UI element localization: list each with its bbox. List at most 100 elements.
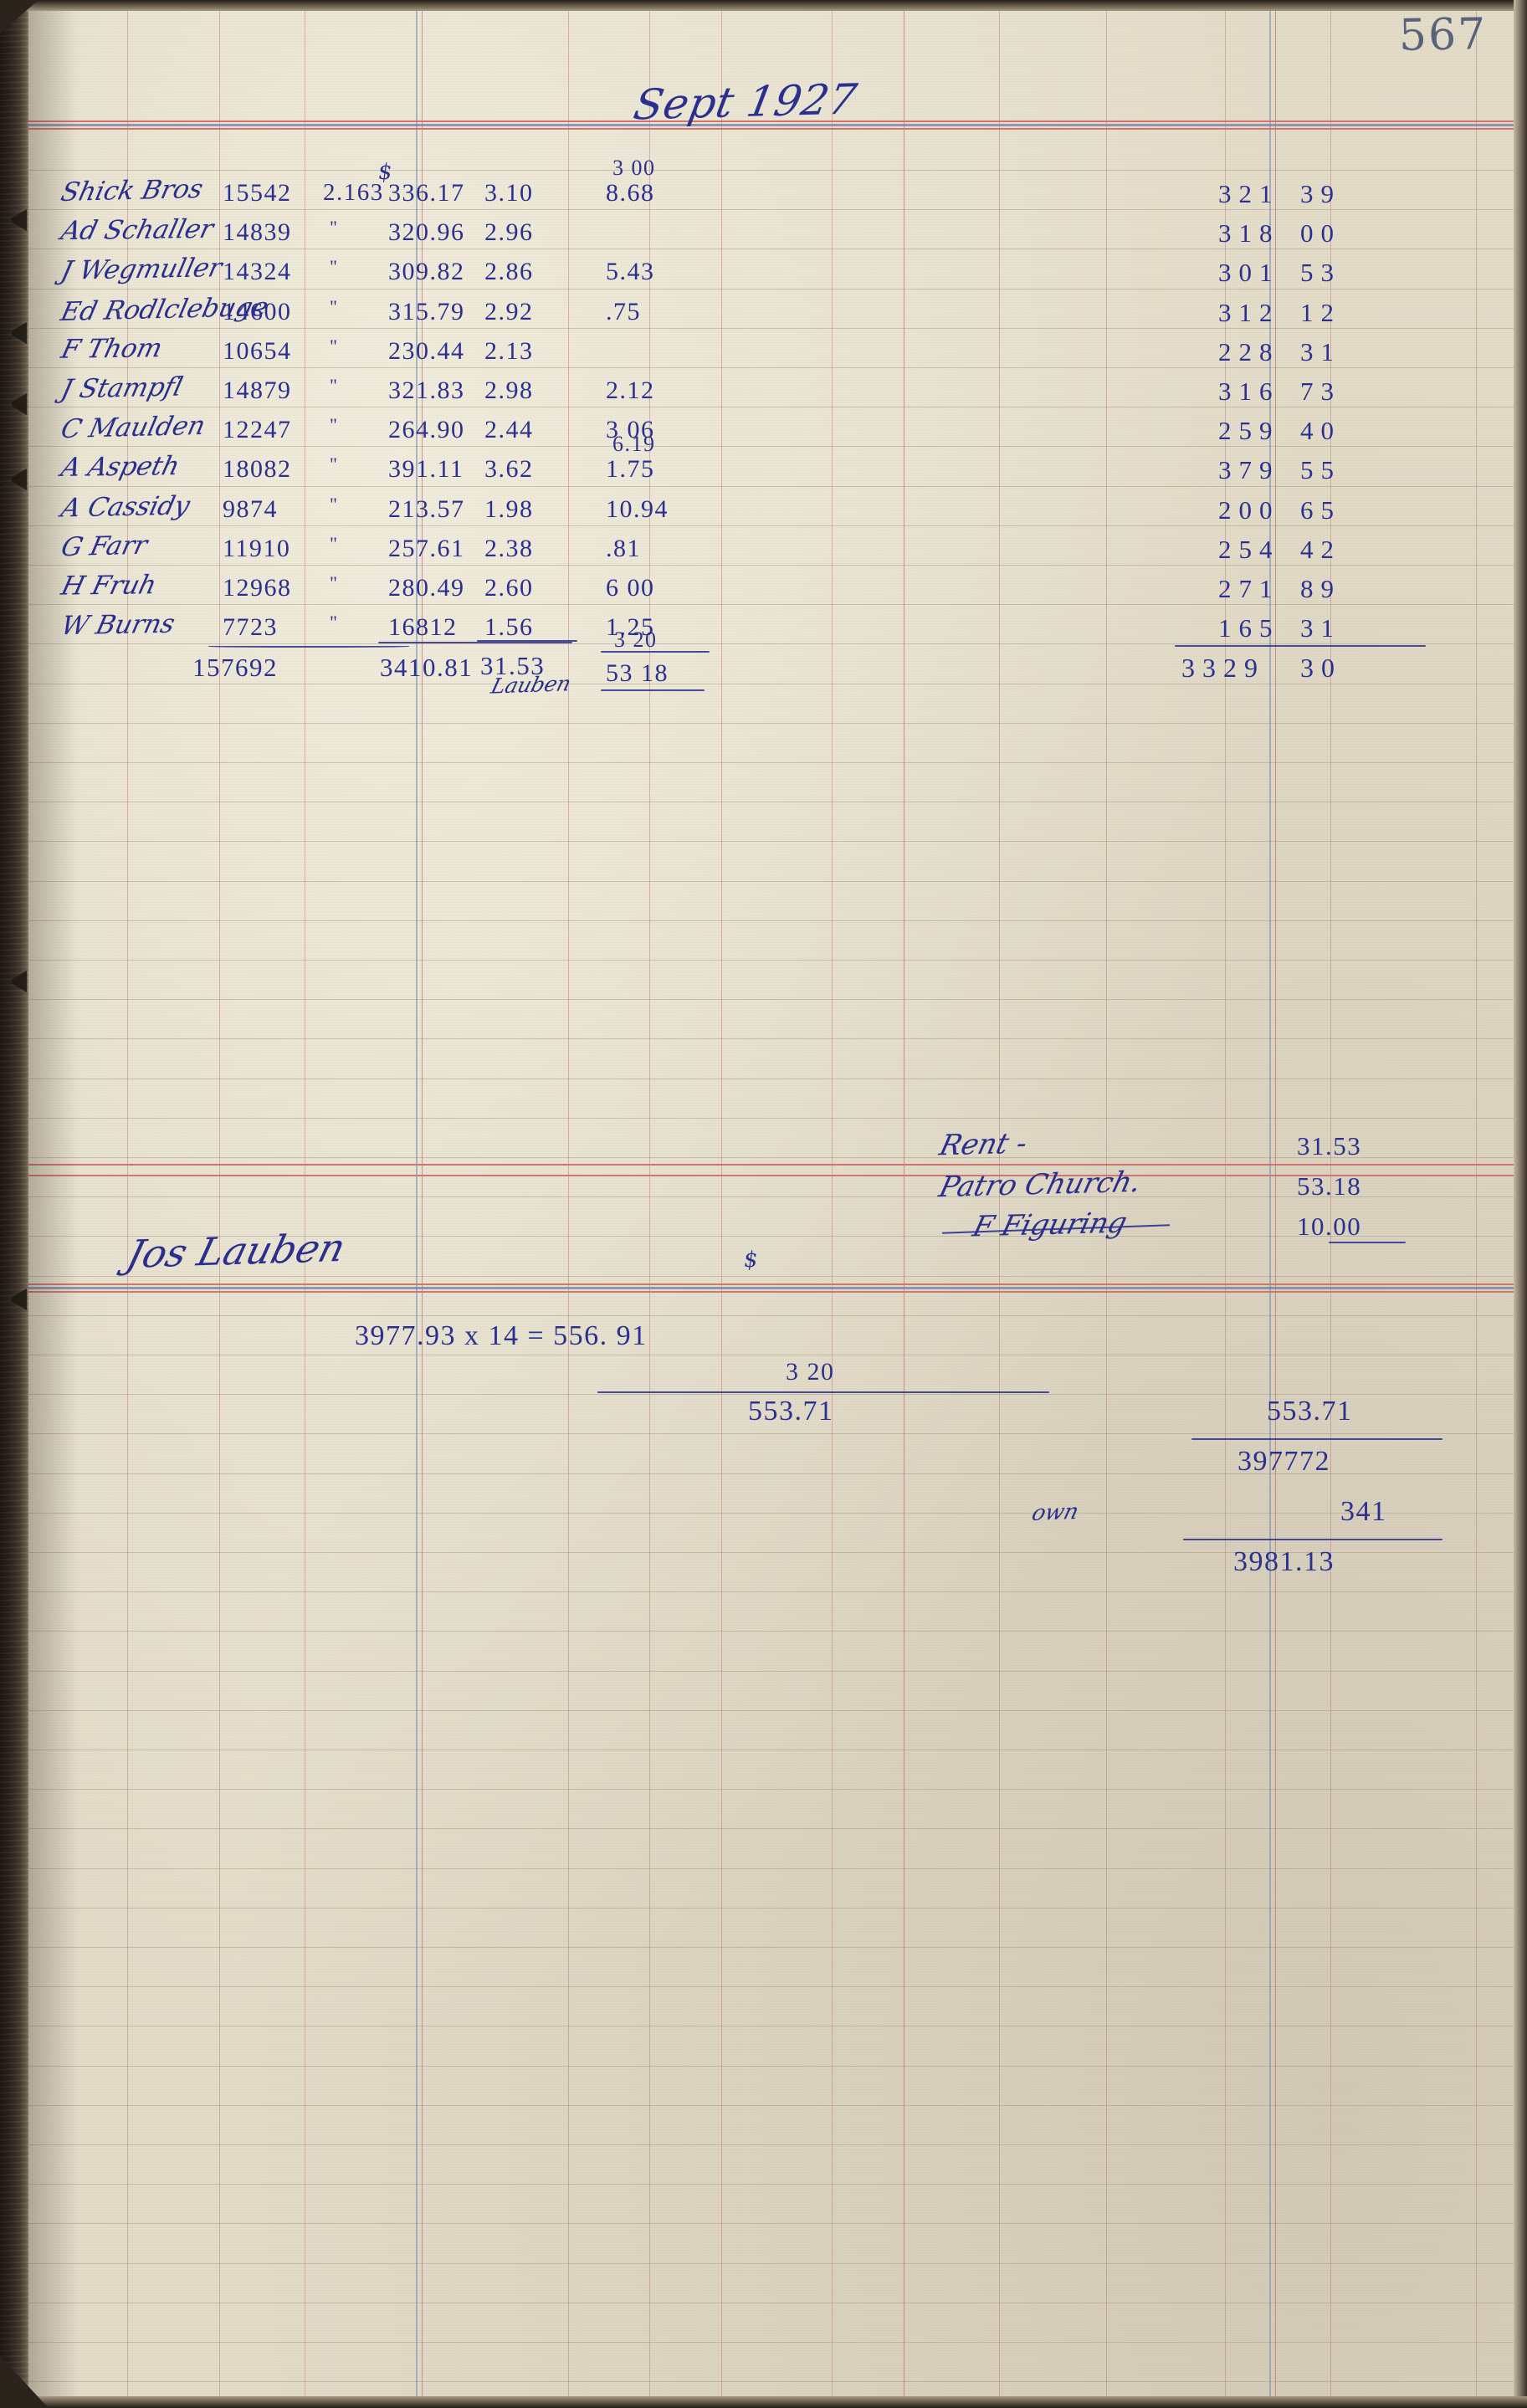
total-deduction: 53 18 xyxy=(606,659,669,688)
net-cents-value: 00 xyxy=(1300,218,1341,248)
net-dollars-value: 301 xyxy=(1218,258,1280,288)
net-cents-value: 42 xyxy=(1300,534,1341,564)
tax-value: 2.86 xyxy=(484,258,534,286)
hours-value: 12968 xyxy=(223,574,292,602)
net-cents-value: 31 xyxy=(1300,336,1341,366)
gross-sum-underline xyxy=(378,642,572,644)
gross-value: 321.83 xyxy=(388,377,465,404)
gross-value: 264.90 xyxy=(388,416,465,444)
deduction-value: .81 xyxy=(606,534,641,562)
employee-name: A Aspeth xyxy=(58,451,183,484)
rate-ditto: " xyxy=(330,493,337,515)
deduction-upper-value: 3 00 xyxy=(612,156,656,180)
account-right-underline-1 xyxy=(1191,1438,1442,1440)
employee-name: Ad Schaller xyxy=(58,214,217,247)
employee-name: Shick Bros xyxy=(58,173,206,208)
employee-name: J Wegmuller xyxy=(58,253,225,287)
binding-texture xyxy=(0,0,28,2408)
account-right-value: 3981.13 xyxy=(1233,1546,1335,1577)
tax-value: 2.44 xyxy=(484,416,534,444)
employee-name: W Burns xyxy=(58,608,178,642)
tax-value: 2.92 xyxy=(484,297,534,325)
expense-label: Rent - xyxy=(935,1126,1031,1163)
rent-band-rule-bottom xyxy=(28,1175,1514,1176)
deduction-value: 6 00 xyxy=(606,574,655,602)
hours-value: 10654 xyxy=(223,336,292,365)
deduction-value: 1.25 xyxy=(606,613,655,642)
account-right-underline-2 xyxy=(1183,1539,1442,1540)
calculation-result: 553.71 xyxy=(748,1396,834,1427)
hours-value: 14600 xyxy=(223,297,292,325)
hours-value: 14839 xyxy=(223,218,292,247)
net-cents-value: 55 xyxy=(1300,455,1341,485)
total-deduction-underline xyxy=(601,689,705,692)
page-title: Sept 1927 xyxy=(629,74,861,130)
rate-ditto: " xyxy=(330,414,337,436)
page-right-edge xyxy=(1514,0,1527,2408)
net-dollars-value: 254 xyxy=(1218,534,1280,564)
employee-name: F Thom xyxy=(58,333,166,365)
calculation-line: 3977.93 x 14 = 556. 91 xyxy=(355,1320,648,1351)
account-holder-name: Jos Lauben xyxy=(122,1224,351,1278)
tax-value: 3.10 xyxy=(484,179,534,207)
net-cents-value: 89 xyxy=(1300,574,1341,603)
deduction-addend-underline xyxy=(601,651,710,653)
deduction-value: 2.12 xyxy=(606,377,655,404)
rate-ditto: " xyxy=(330,572,337,593)
gross-value: 391.11 xyxy=(388,455,464,484)
tax-value: 1.56 xyxy=(484,613,534,642)
employee-name: C Maulden xyxy=(58,411,208,445)
deduction-upper-value: 6.19 xyxy=(612,432,656,457)
rate-ditto: " xyxy=(330,612,337,633)
hours-value: 11910 xyxy=(223,534,291,562)
dollar-sign-mark-account: $ xyxy=(741,1248,760,1273)
rate-ditto: " xyxy=(330,375,337,396)
tax-value: 2.96 xyxy=(484,218,534,247)
rate-ditto: " xyxy=(330,295,337,317)
rate-ditto: " xyxy=(330,217,337,238)
net-dollars-value: 200 xyxy=(1218,494,1280,525)
net-dollars-value: 379 xyxy=(1218,455,1280,485)
net-cents-value: 65 xyxy=(1300,494,1341,525)
rent-band-rule-top xyxy=(28,1164,1514,1166)
rate-value: 2.163 xyxy=(323,179,384,206)
gross-value: 315.79 xyxy=(388,297,465,325)
hours-value: 15542 xyxy=(223,179,292,207)
tax-value: 2.13 xyxy=(484,336,534,365)
net-dollars-value: 312 xyxy=(1218,297,1280,327)
net-dollars-value: 259 xyxy=(1218,416,1280,446)
rate-ditto: " xyxy=(330,453,337,475)
tax-value: 2.38 xyxy=(484,534,534,562)
employee-name: A Cassidy xyxy=(58,490,193,524)
rate-ditto: " xyxy=(330,335,337,356)
total-tax: 31.53 xyxy=(480,651,546,681)
expense-amount: 53.18 xyxy=(1297,1171,1362,1201)
employee-name: H Fruh xyxy=(58,570,160,602)
tax-sum-underline xyxy=(477,640,577,643)
net-dollars-value: 165 xyxy=(1218,613,1280,643)
tax-value: 3.62 xyxy=(484,455,534,484)
gross-value: 309.82 xyxy=(388,258,465,286)
tax-value: 2.60 xyxy=(484,574,534,602)
deduction-value: 1.75 xyxy=(606,455,655,484)
account-right-value: 341 xyxy=(1340,1496,1387,1527)
hours-sum-underline xyxy=(208,645,409,648)
expense-label: F Figuring xyxy=(969,1206,1130,1244)
total-gross: 3410.81 xyxy=(380,653,474,683)
account-double-rule xyxy=(28,1283,1514,1293)
net-dollars-value: 271 xyxy=(1218,574,1280,603)
page-top-edge xyxy=(0,0,1527,11)
expense-amount: 10.00 xyxy=(1297,1212,1362,1241)
rate-ditto: " xyxy=(330,532,337,554)
net-cents-value: 73 xyxy=(1300,377,1341,406)
calculation-underline xyxy=(597,1391,1049,1393)
expense-label: Patro Church. xyxy=(935,1165,1145,1205)
gross-value: 230.44 xyxy=(388,336,465,365)
tax-note-signature: Lauben xyxy=(488,671,574,699)
page-bottom-edge xyxy=(0,2396,1527,2408)
hours-value: 12247 xyxy=(223,416,292,444)
net-cents-value: 39 xyxy=(1300,179,1341,208)
expense-total-underline xyxy=(1329,1242,1406,1243)
employee-name: G Farr xyxy=(58,530,151,563)
